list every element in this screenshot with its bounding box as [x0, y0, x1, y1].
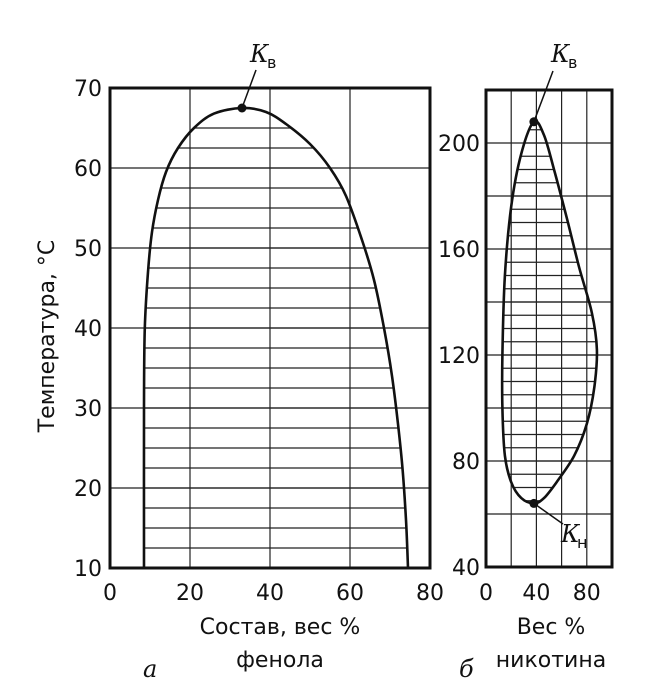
x-tick-label-a: 40 — [256, 581, 284, 606]
y-tick-label-a: 30 — [74, 397, 102, 422]
x-tick-label-b: 0 — [479, 581, 493, 606]
lower-critical-point-b-leader — [533, 502, 564, 525]
x-tick-label-a: 20 — [176, 581, 204, 606]
panel-letter-b: б — [459, 655, 474, 683]
y-tick-label-a: 50 — [74, 237, 102, 262]
y-tick-label-a: 10 — [74, 557, 102, 582]
y-tick-label-b: 120 — [438, 344, 480, 369]
x-tick-label-b: 40 — [522, 581, 550, 606]
x-ticks-a: 0 20 40 60 80 — [103, 581, 444, 606]
x-ticks-b: 0 40 80 — [479, 581, 601, 606]
critical-point-a-leader — [241, 69, 257, 109]
critical-point-a-subscript: в — [267, 53, 276, 72]
binodal-curve-a — [142, 106, 410, 569]
y-tick-label-b: 80 — [452, 450, 480, 475]
x-tick-label-b: 80 — [573, 581, 601, 606]
y-axis-label-a: Температура, °С — [35, 240, 60, 434]
upper-critical-point-b-subscript: в — [568, 53, 577, 72]
x-tick-label-a: 60 — [336, 581, 364, 606]
plot-frame-a — [108, 86, 432, 570]
y-tick-label-b: 160 — [438, 238, 480, 263]
y-ticks-a: 10 20 30 40 50 60 70 — [74, 77, 102, 582]
y-tick-label-a: 40 — [74, 317, 102, 342]
y-ticks-b: 40 80 120 160 200 — [438, 132, 480, 581]
y-tick-label-b: 200 — [438, 132, 480, 157]
x-axis-label-b-line2: никотина — [496, 648, 606, 673]
y-tick-label-a: 60 — [74, 157, 102, 182]
binodal-curve-b — [500, 119, 599, 505]
upper-critical-point-b-leader — [533, 70, 554, 123]
x-tick-label-a: 80 — [416, 581, 444, 606]
x-axis-label-a-line1: Состав, вес % — [200, 615, 361, 640]
two-phase-hatch-b — [502, 129, 597, 502]
lower-critical-point-b-subscript: н — [577, 533, 587, 552]
y-tick-label-b: 40 — [452, 556, 480, 581]
plot-frame-b — [484, 88, 614, 569]
lower-critical-point-b-label: К — [560, 520, 581, 548]
x-axis-label-b-line1: Вес % — [517, 615, 586, 640]
upper-critical-point-b-label: К — [550, 40, 571, 68]
critical-point-a-label: К — [249, 40, 270, 68]
x-tick-label-a: 0 — [103, 581, 117, 606]
panel-letter-a: а — [143, 655, 157, 683]
y-tick-label-a: 20 — [74, 477, 102, 502]
y-tick-label-a: 70 — [74, 77, 102, 102]
chart-a: 0 20 40 60 80 10 20 30 40 50 60 70 К в Температура… — [35, 40, 444, 683]
x-axis-label-a-line2: фенола — [236, 648, 324, 673]
